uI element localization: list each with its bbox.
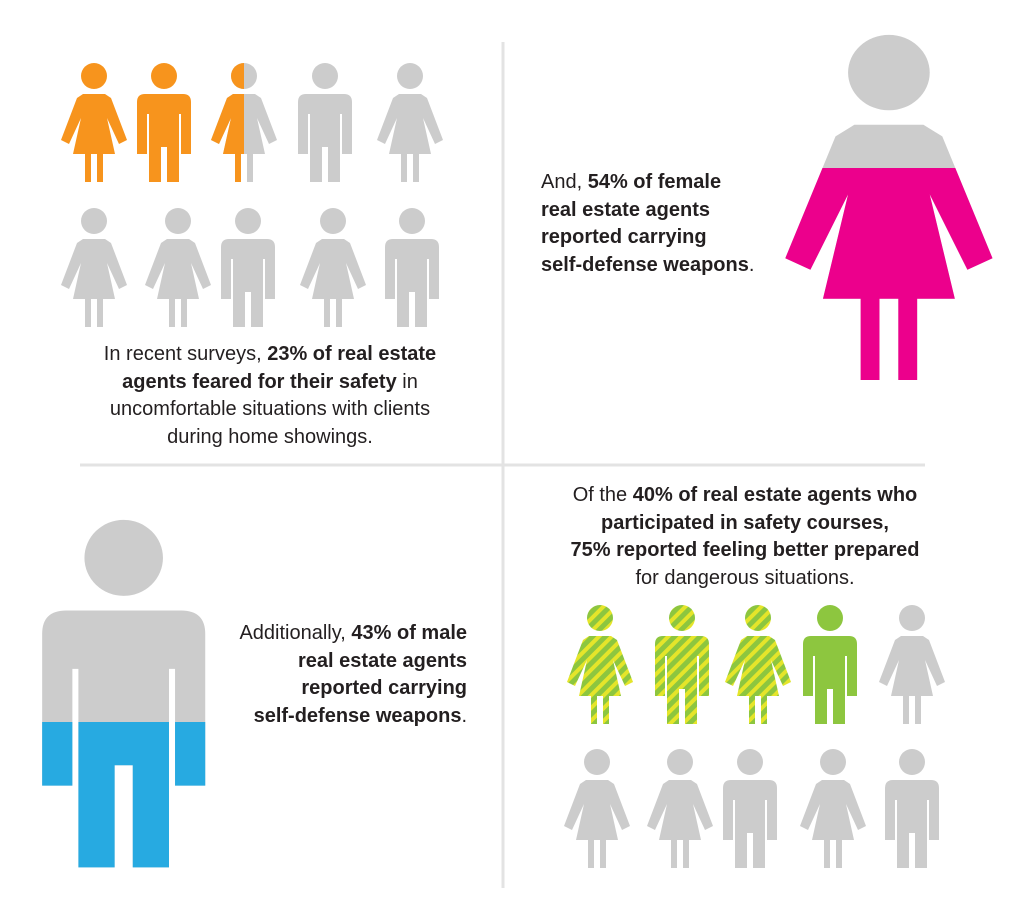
female-icon bbox=[800, 749, 866, 868]
male-figure bbox=[42, 519, 206, 868]
female-icon bbox=[61, 208, 127, 327]
male-icon bbox=[723, 749, 777, 868]
female-icon bbox=[211, 63, 277, 182]
caption-line: for dangerous situations. bbox=[530, 565, 960, 593]
icon-shape bbox=[725, 605, 791, 724]
highlight-text: 54% of female bbox=[587, 171, 722, 193]
female-icon bbox=[879, 605, 945, 724]
icon-shape bbox=[300, 208, 366, 327]
text: . bbox=[748, 253, 755, 276]
caption-line: reported carrying bbox=[200, 675, 467, 703]
icon-shape bbox=[385, 208, 439, 327]
highlight-text: 23% of real estate bbox=[267, 343, 437, 365]
caption-line: Additionally, 43% of male bbox=[200, 620, 467, 648]
highlight-text: reported carrying bbox=[541, 226, 707, 248]
male-icon bbox=[385, 208, 439, 327]
caption-line: reported carrying bbox=[541, 224, 791, 252]
highlight-text: participated in safety courses, bbox=[601, 511, 889, 534]
caption-line: agents feared for their safety in bbox=[70, 369, 470, 397]
male-icon bbox=[221, 208, 275, 327]
icon-shape bbox=[879, 605, 945, 724]
caption-line: In recent surveys, 23% of real estate bbox=[70, 341, 470, 369]
highlight-text: self-defense weapons bbox=[253, 704, 462, 727]
caption-line: self-defense weapons. bbox=[200, 703, 467, 731]
icon-shape bbox=[647, 749, 713, 868]
female-icon bbox=[61, 63, 127, 182]
female-icon bbox=[564, 749, 630, 868]
female-icon bbox=[725, 605, 791, 724]
icon-shape bbox=[655, 605, 709, 724]
caption: In recent surveys, 23% of real estate age… bbox=[70, 341, 470, 451]
icon-shape bbox=[145, 208, 211, 327]
highlight-text: 40% of real estate agents who bbox=[632, 484, 918, 506]
text: In recent surveys, bbox=[103, 343, 268, 365]
highlight-text: agents feared for their safety bbox=[122, 370, 397, 393]
female-icon bbox=[567, 605, 633, 724]
icon-shape bbox=[377, 63, 443, 182]
female-icon bbox=[377, 63, 443, 182]
caption: Of the 40% of real estate agents who part… bbox=[530, 482, 960, 592]
caption-line: uncomfortable situations with clients bbox=[70, 396, 470, 424]
icon-shape bbox=[137, 63, 191, 182]
caption-line: And, 54% of female bbox=[541, 169, 791, 197]
icon-shape bbox=[61, 208, 127, 327]
text: uncomfortable situations with clients bbox=[109, 398, 431, 420]
highlight-text: 75% reported feeling better prepared bbox=[570, 539, 920, 561]
icon-shape bbox=[803, 605, 857, 724]
female-icon bbox=[300, 208, 366, 327]
female-figure bbox=[785, 34, 993, 381]
highlight-text: 43% of male bbox=[351, 622, 467, 644]
icon-shape bbox=[221, 208, 275, 327]
icon-shape bbox=[800, 749, 866, 868]
icon-shape bbox=[61, 63, 127, 182]
icon-shape bbox=[723, 749, 777, 868]
text: for dangerous situations. bbox=[635, 566, 855, 589]
text: Additionally, bbox=[239, 622, 352, 644]
highlight-text: real estate agents bbox=[541, 198, 710, 221]
icon-shape bbox=[564, 749, 630, 868]
highlight-text: real estate agents bbox=[298, 649, 467, 672]
highlight-text: reported carrying bbox=[301, 677, 467, 699]
caption-line: real estate agents bbox=[200, 648, 467, 676]
male-icon bbox=[803, 605, 857, 724]
text: during home showings. bbox=[167, 425, 373, 448]
caption-line: participated in safety courses, bbox=[530, 510, 960, 538]
male-icon bbox=[885, 749, 939, 868]
text: in bbox=[396, 370, 418, 393]
female-icon bbox=[145, 208, 211, 327]
text: . bbox=[461, 704, 467, 727]
icon-shape bbox=[567, 605, 633, 724]
text: Of the bbox=[572, 484, 633, 506]
highlight-text: self-defense weapons bbox=[541, 253, 749, 276]
caption-line: during home showings. bbox=[70, 424, 470, 452]
male-icon bbox=[298, 63, 352, 182]
male-icon bbox=[137, 63, 191, 182]
male-icon bbox=[655, 605, 709, 724]
caption-line: 75% reported feeling better prepared bbox=[530, 537, 960, 565]
caption-line: real estate agents bbox=[541, 197, 791, 225]
text: And, bbox=[541, 171, 588, 193]
icon-shape bbox=[298, 63, 352, 182]
icon-shape bbox=[885, 749, 939, 868]
caption-line: self-defense weapons. bbox=[541, 252, 791, 280]
caption: And, 54% of female real estate agents repo… bbox=[541, 169, 791, 279]
caption: Additionally, 43% of male real estate age… bbox=[200, 620, 467, 730]
female-icon bbox=[647, 749, 713, 868]
caption-line: Of the 40% of real estate agents who bbox=[530, 482, 960, 510]
